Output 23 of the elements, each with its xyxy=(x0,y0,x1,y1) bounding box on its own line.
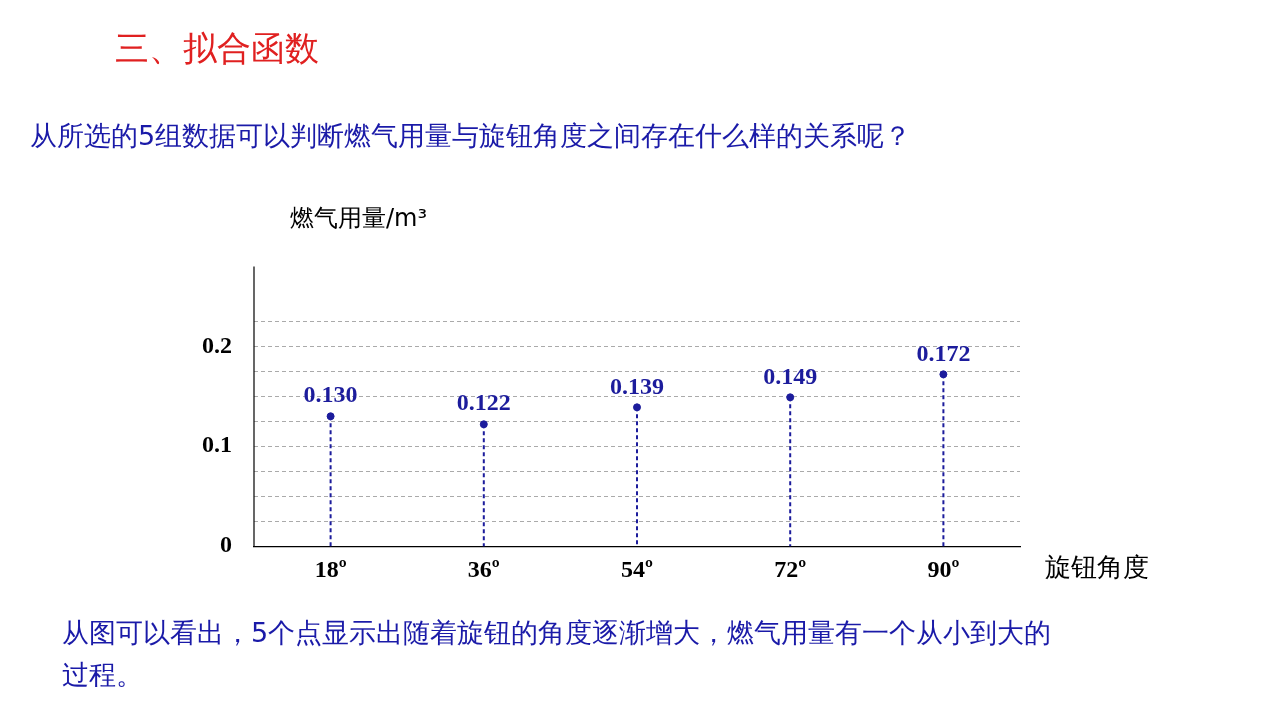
text: 从图可以看出，5个点显示出随着旋钮的角度逐渐增大，燃气用量有一个从小到大的过程。 xyxy=(62,616,1053,692)
data-label: 0.130 xyxy=(303,381,358,408)
x-tick-label: 36º xyxy=(467,555,500,582)
y-tick-label: 0.1 xyxy=(202,431,232,458)
point xyxy=(633,403,641,412)
x-tick-label: 54º xyxy=(621,555,654,582)
x-tick-label: 90º xyxy=(927,555,960,582)
y-tick-label: 0.2 xyxy=(202,331,232,358)
point xyxy=(326,412,335,421)
chart-subtitle: 从所选的5组数据可以判断燃气用量与旋钮角度之间存在什么样的关系呢？ xyxy=(30,119,912,153)
x-axis-title: 旋钮角度 xyxy=(1045,551,1149,584)
point xyxy=(786,393,795,402)
point xyxy=(939,370,948,379)
x-tick-label: 72º xyxy=(774,555,807,582)
chart-title: 三、拟合函数 xyxy=(115,27,319,70)
data-label: 0.139 xyxy=(610,372,664,399)
data-label: 0.149 xyxy=(763,362,818,389)
data-label: 0.122 xyxy=(456,389,511,416)
data-label: 0.172 xyxy=(916,339,971,366)
y-axis-title: 燃气用量/m³ xyxy=(290,203,428,234)
x-tick-label: 18º xyxy=(314,555,347,582)
point xyxy=(479,420,488,429)
y-tick-label: 0 xyxy=(220,531,232,558)
